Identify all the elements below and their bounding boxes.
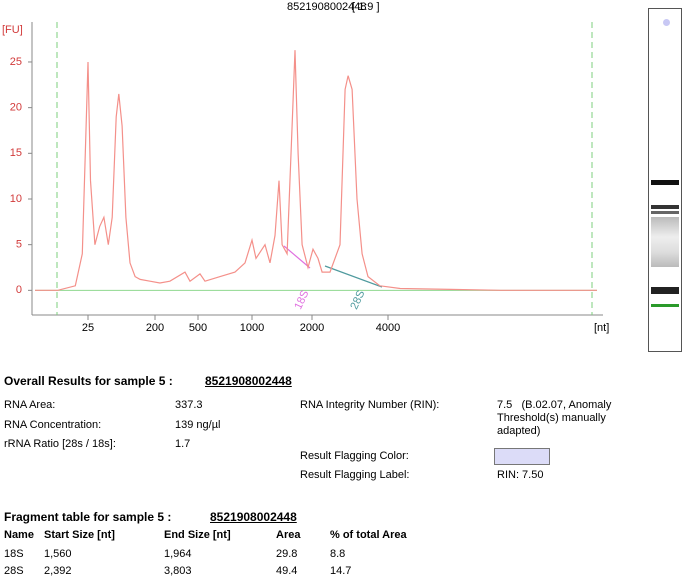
fragment-label: 18S [292, 289, 311, 312]
column-header: End Size [nt] [164, 529, 231, 541]
fragment-18s-line [283, 245, 311, 269]
column-header: Name [4, 529, 34, 541]
chart-title: 8521908002448 [287, 1, 367, 13]
chart: 8521908002448 [ 1:9 ] [FU] [nt] 0 5 10 15 20… [2, 1, 609, 334]
y-tick-label: 15 [10, 147, 22, 159]
y-tick-label: 25 [10, 56, 22, 68]
table-cell: 49.4 [276, 565, 298, 577]
y-axis-label: [FU] [2, 24, 23, 36]
table-cell: 1,964 [164, 548, 192, 560]
y-tick-label: 0 [16, 284, 22, 296]
x-tick-label: 200 [146, 322, 164, 334]
x-tick-label: 500 [189, 322, 207, 334]
sample-id: 8521908002448 [205, 374, 292, 388]
table-cell: 8.8 [330, 548, 346, 560]
field-value: 7.5 (B.02.07, Anomaly Threshold(s) manua… [497, 399, 615, 437]
field-label: RNA Area: [4, 399, 56, 411]
table-cell: 14.7 [330, 565, 352, 577]
column-header: Start Size [nt] [44, 529, 115, 541]
overall-heading: Overall Results for sample 5 : [4, 374, 173, 388]
x-tick-label: 25 [82, 322, 94, 334]
fragment-heading: Fragment table for sample 5 : [4, 510, 172, 524]
table-cell: 28S [4, 565, 24, 577]
field-label: rRNA Ratio [28s / 18s]: [4, 438, 116, 450]
y-tick-label: 5 [16, 239, 22, 251]
x-tick-label: 1000 [240, 322, 264, 334]
field-value: 139 ng/µl [175, 419, 221, 431]
table-cell: 3,803 [164, 565, 192, 577]
x-tick-label: 2000 [300, 322, 324, 334]
gel-lane [648, 8, 682, 352]
chart-subtitle: [ 1:9 ] [352, 1, 380, 13]
column-header: Area [276, 529, 301, 541]
x-tick-label: 4000 [376, 322, 400, 334]
field-label: RNA Integrity Number (RIN): [300, 399, 440, 411]
fragment-label: 28S [348, 289, 367, 312]
field-label: Result Flagging Color: [300, 450, 409, 462]
y-tick-label: 10 [10, 193, 22, 205]
fragment-28s-line [324, 265, 383, 288]
column-header: % of total Area [330, 529, 407, 541]
table-cell: 1,560 [44, 548, 72, 560]
trace-line [35, 50, 597, 291]
field-value: RIN: 7.50 [497, 469, 544, 481]
x-axis-label: [nt] [594, 322, 609, 334]
y-tick-label: 20 [10, 102, 22, 114]
table-cell: 2,392 [44, 565, 72, 577]
table-cell: 29.8 [276, 548, 298, 560]
field-label: Result Flagging Label: [300, 469, 410, 481]
field-value: 1.7 [175, 438, 191, 450]
field-value: 337.3 [175, 399, 203, 411]
flag-color-swatch [494, 448, 550, 465]
field-label: RNA Concentration: [4, 419, 102, 431]
sample-id: 8521908002448 [210, 510, 297, 524]
table-cell: 18S [4, 548, 24, 560]
